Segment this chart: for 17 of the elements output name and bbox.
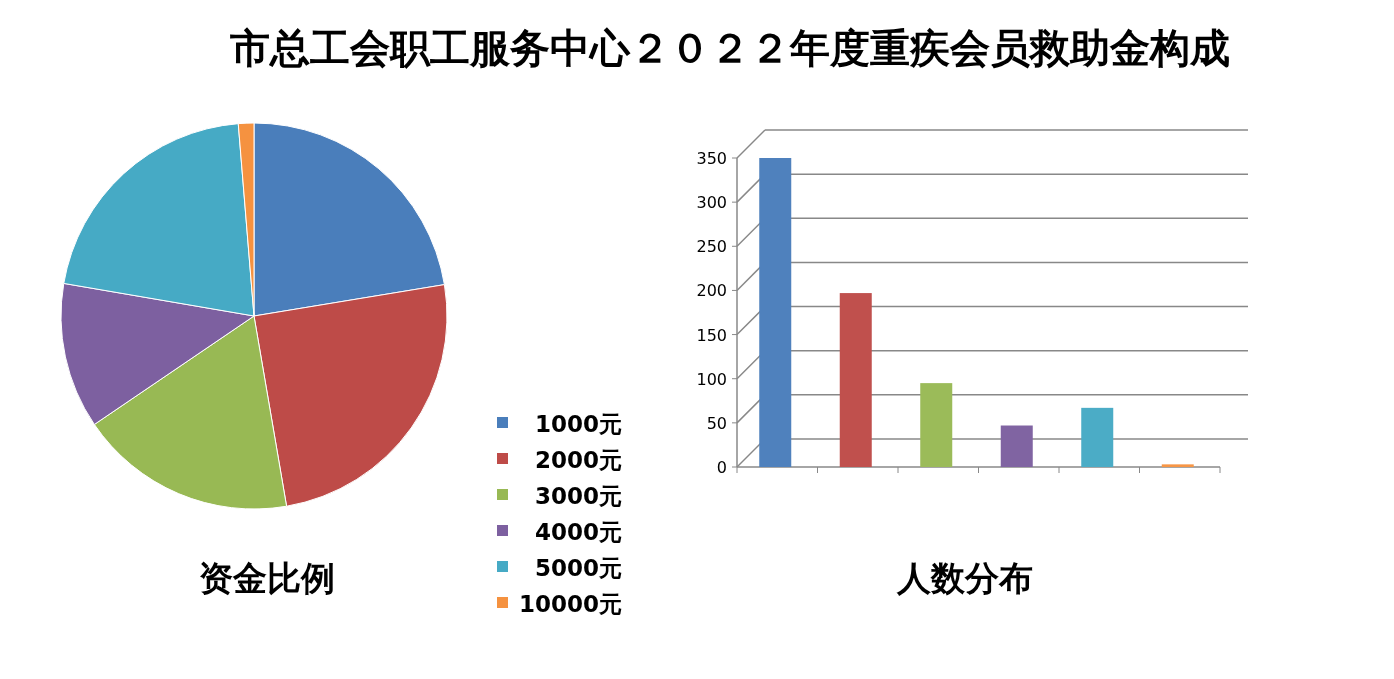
y-tick-label: 50	[706, 413, 727, 433]
y-tick-label: 0	[716, 458, 727, 477]
y-tick-label: 250	[696, 237, 727, 257]
legend-label: 3000元	[534, 483, 622, 509]
text: 资金比例	[199, 558, 335, 598]
text: 人数分布	[896, 558, 1033, 598]
legend-label: 10000元	[518, 591, 622, 617]
y-tick-label: 150	[696, 325, 727, 345]
legend-label: 4000元	[534, 519, 622, 545]
y-tick-label: 100	[696, 369, 727, 389]
text: 市总工会职工服务中心２０２２年度重疾会员救助金构成	[229, 25, 1230, 71]
y-tick-label: 350	[696, 149, 727, 168]
legend-label: 1000元	[534, 411, 622, 437]
y-tick-label: 200	[696, 281, 727, 301]
legend-label: 5000元	[534, 555, 622, 581]
legend-label: 2000元	[534, 447, 622, 473]
y-tick-label: 300	[696, 193, 727, 213]
